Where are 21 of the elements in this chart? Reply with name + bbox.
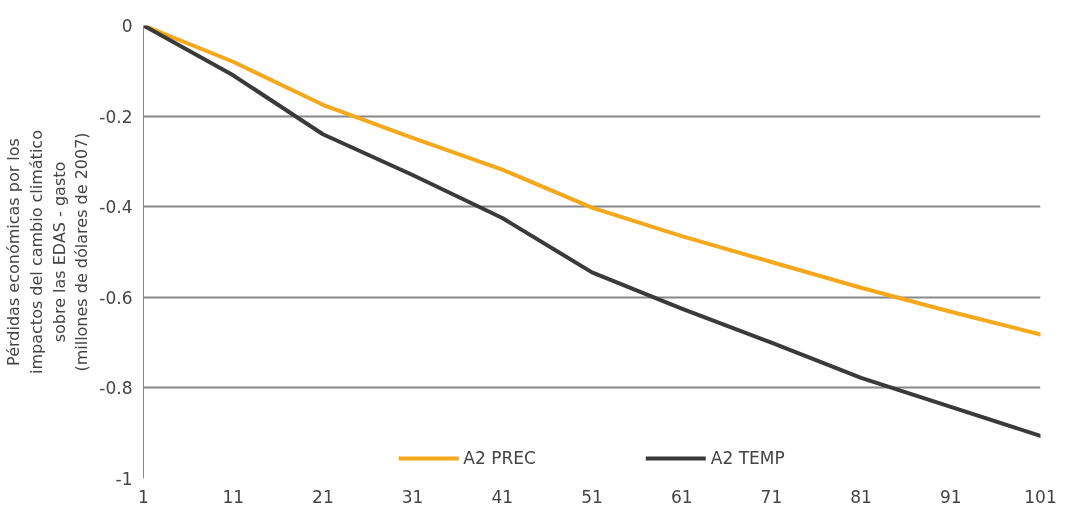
x-tick-label: 81 bbox=[850, 486, 872, 507]
x-tick-label: 21 bbox=[312, 486, 334, 507]
x-tick-label: 61 bbox=[670, 486, 693, 507]
x-tick-label: 31 bbox=[401, 486, 424, 507]
x-tick-label: 41 bbox=[491, 486, 514, 507]
line-series bbox=[143, 25, 1041, 438]
x-tick-label: 91 bbox=[939, 486, 962, 507]
y-tick-label: -1 bbox=[115, 469, 133, 489]
y-tick-label: -0.2 bbox=[99, 106, 133, 127]
y-tick-label: -0.8 bbox=[99, 378, 133, 399]
y-axis-title: Pérdidas económicas por los impactos del cambio climático sobre las EDAS - gasto (millones de dólares de 2007) bbox=[3, 130, 92, 374]
legend-label: A2 TEMP bbox=[710, 448, 785, 468]
y-tick-label: -0.6 bbox=[99, 287, 133, 308]
x-tick-label: 51 bbox=[581, 486, 603, 507]
legend-label: A2 PREC bbox=[463, 448, 536, 468]
y-tick-label: 0 bbox=[121, 16, 133, 36]
x-tick-label: 101 bbox=[1024, 486, 1057, 507]
y-tick-label: -0.4 bbox=[99, 197, 133, 218]
x-tick-label: 71 bbox=[760, 486, 783, 507]
x-tick-label: 11 bbox=[222, 486, 245, 507]
x-tick-label: 1 bbox=[138, 486, 149, 507]
